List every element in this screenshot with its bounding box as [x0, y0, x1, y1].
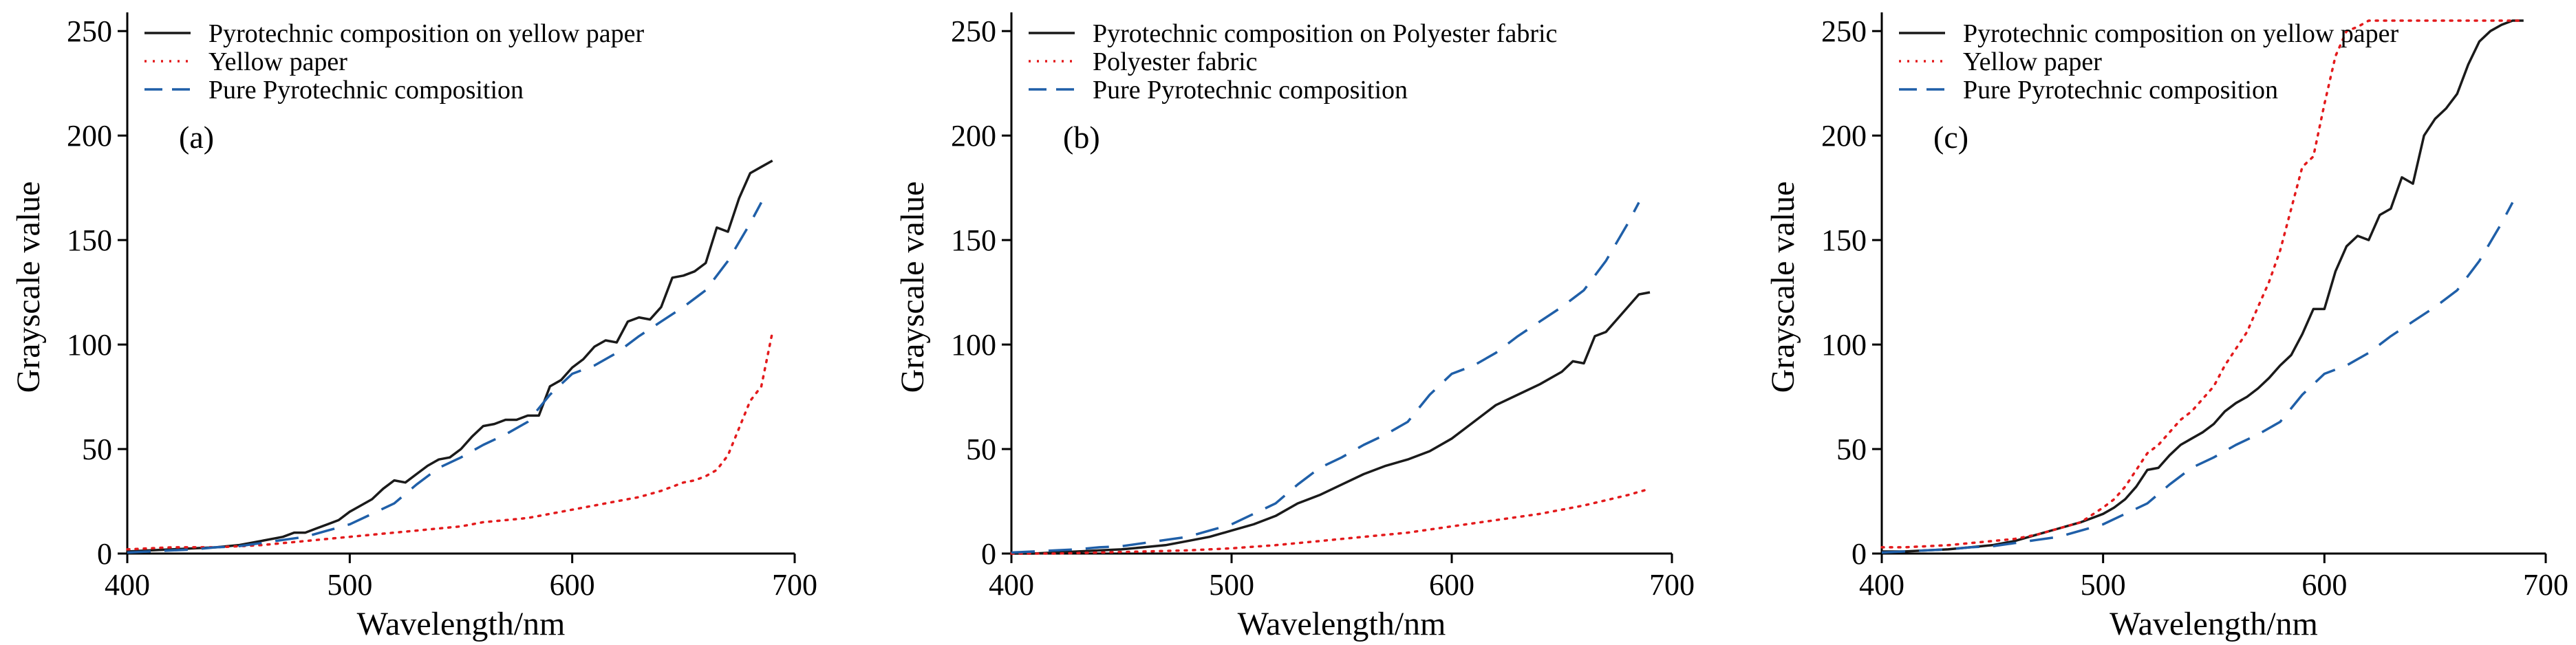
x-tick-label: 500 [1209, 568, 1254, 602]
x-tick-label: 500 [327, 568, 372, 602]
series-line-2 [126, 331, 774, 551]
x-tick-label: 400 [989, 568, 1034, 602]
chart-panel-3: 400 500 600 700 0 50 100 150 200 250 Wavelength/nm… [1765, 12, 2568, 642]
x-tick-label: 400 [105, 568, 150, 602]
y-tick-label: 0 [1852, 537, 1867, 571]
legend-entry-1: Pyrotechnic composition on yellow paper [1963, 19, 2399, 48]
y-tick-label: 200 [67, 119, 112, 153]
x-tick-label: 600 [1429, 568, 1474, 602]
y-tick-label: 100 [1821, 328, 1867, 362]
y-tick-label: 200 [951, 119, 996, 153]
y-tick-label: 0 [97, 537, 112, 571]
x-tick-label: 700 [2523, 568, 2568, 602]
x-tick-label: 700 [1649, 568, 1695, 602]
y-tick-label: 250 [67, 14, 112, 48]
panel-label: (a) [179, 120, 214, 155]
y-tick-label: 150 [951, 223, 996, 257]
x-tick-label: 500 [2081, 568, 2126, 602]
x-tick-label: 700 [772, 568, 817, 602]
y-axis-label: Grayscale value [1765, 182, 1801, 393]
series-line-2 [1880, 19, 2525, 549]
chart-panel-1: 400 500 600 700 0 50 100 150 200 250 Wavelength/nm… [10, 12, 817, 642]
chart-panel-2: 400 500 600 700 0 50 100 150 200 250 Wavelength/nm… [894, 12, 1695, 642]
legend-entry-3: Pure Pyrotechnic composition [1093, 76, 1408, 105]
y-tick-label: 150 [67, 223, 112, 257]
legend-entry-2: Polyester fabric [1093, 47, 1258, 76]
legend-entry-2: Yellow paper [208, 47, 347, 76]
y-tick-label: 250 [1821, 14, 1867, 48]
series-line-2 [1010, 488, 1651, 555]
x-axis-label: Wavelength/nm [357, 606, 566, 642]
y-tick-label: 0 [981, 537, 996, 571]
y-tick-label: 250 [951, 14, 996, 48]
y-tick-label: 50 [82, 433, 112, 466]
series-line-3 [1011, 201, 1640, 554]
x-tick-label: 600 [550, 568, 595, 602]
series-line-1 [127, 160, 773, 553]
y-tick-label: 50 [966, 433, 996, 466]
y-tick-label: 200 [1821, 119, 1867, 153]
legend-entry-3: Pure Pyrotechnic composition [208, 76, 524, 105]
y-tick-label: 100 [951, 328, 996, 362]
series-line-3 [1881, 201, 2514, 554]
panel-label: (b) [1063, 120, 1100, 155]
x-axis-label: Wavelength/nm [2110, 606, 2318, 642]
x-tick-label: 600 [2301, 568, 2347, 602]
legend-entry-1: Pyrotechnic composition on yellow paper [208, 19, 645, 48]
y-tick-label: 100 [67, 328, 112, 362]
legend-entry-3: Pure Pyrotechnic composition [1963, 76, 2278, 105]
series-line-1 [1882, 19, 2524, 553]
series-line-3 [127, 201, 763, 554]
panel-label: (c) [1933, 120, 1968, 155]
legend-entry-1: Pyrotechnic composition on Polyester fab… [1093, 19, 1557, 48]
y-axis-label: Grayscale value [894, 182, 931, 393]
x-axis-label: Wavelength/nm [1238, 606, 1446, 642]
y-tick-label: 150 [1821, 223, 1867, 257]
x-tick-label: 400 [1859, 568, 1904, 602]
y-axis-label: Grayscale value [10, 182, 47, 393]
series-line-1 [1011, 291, 1651, 555]
y-tick-label: 50 [1836, 433, 1867, 466]
legend-entry-2: Yellow paper [1963, 47, 2102, 76]
